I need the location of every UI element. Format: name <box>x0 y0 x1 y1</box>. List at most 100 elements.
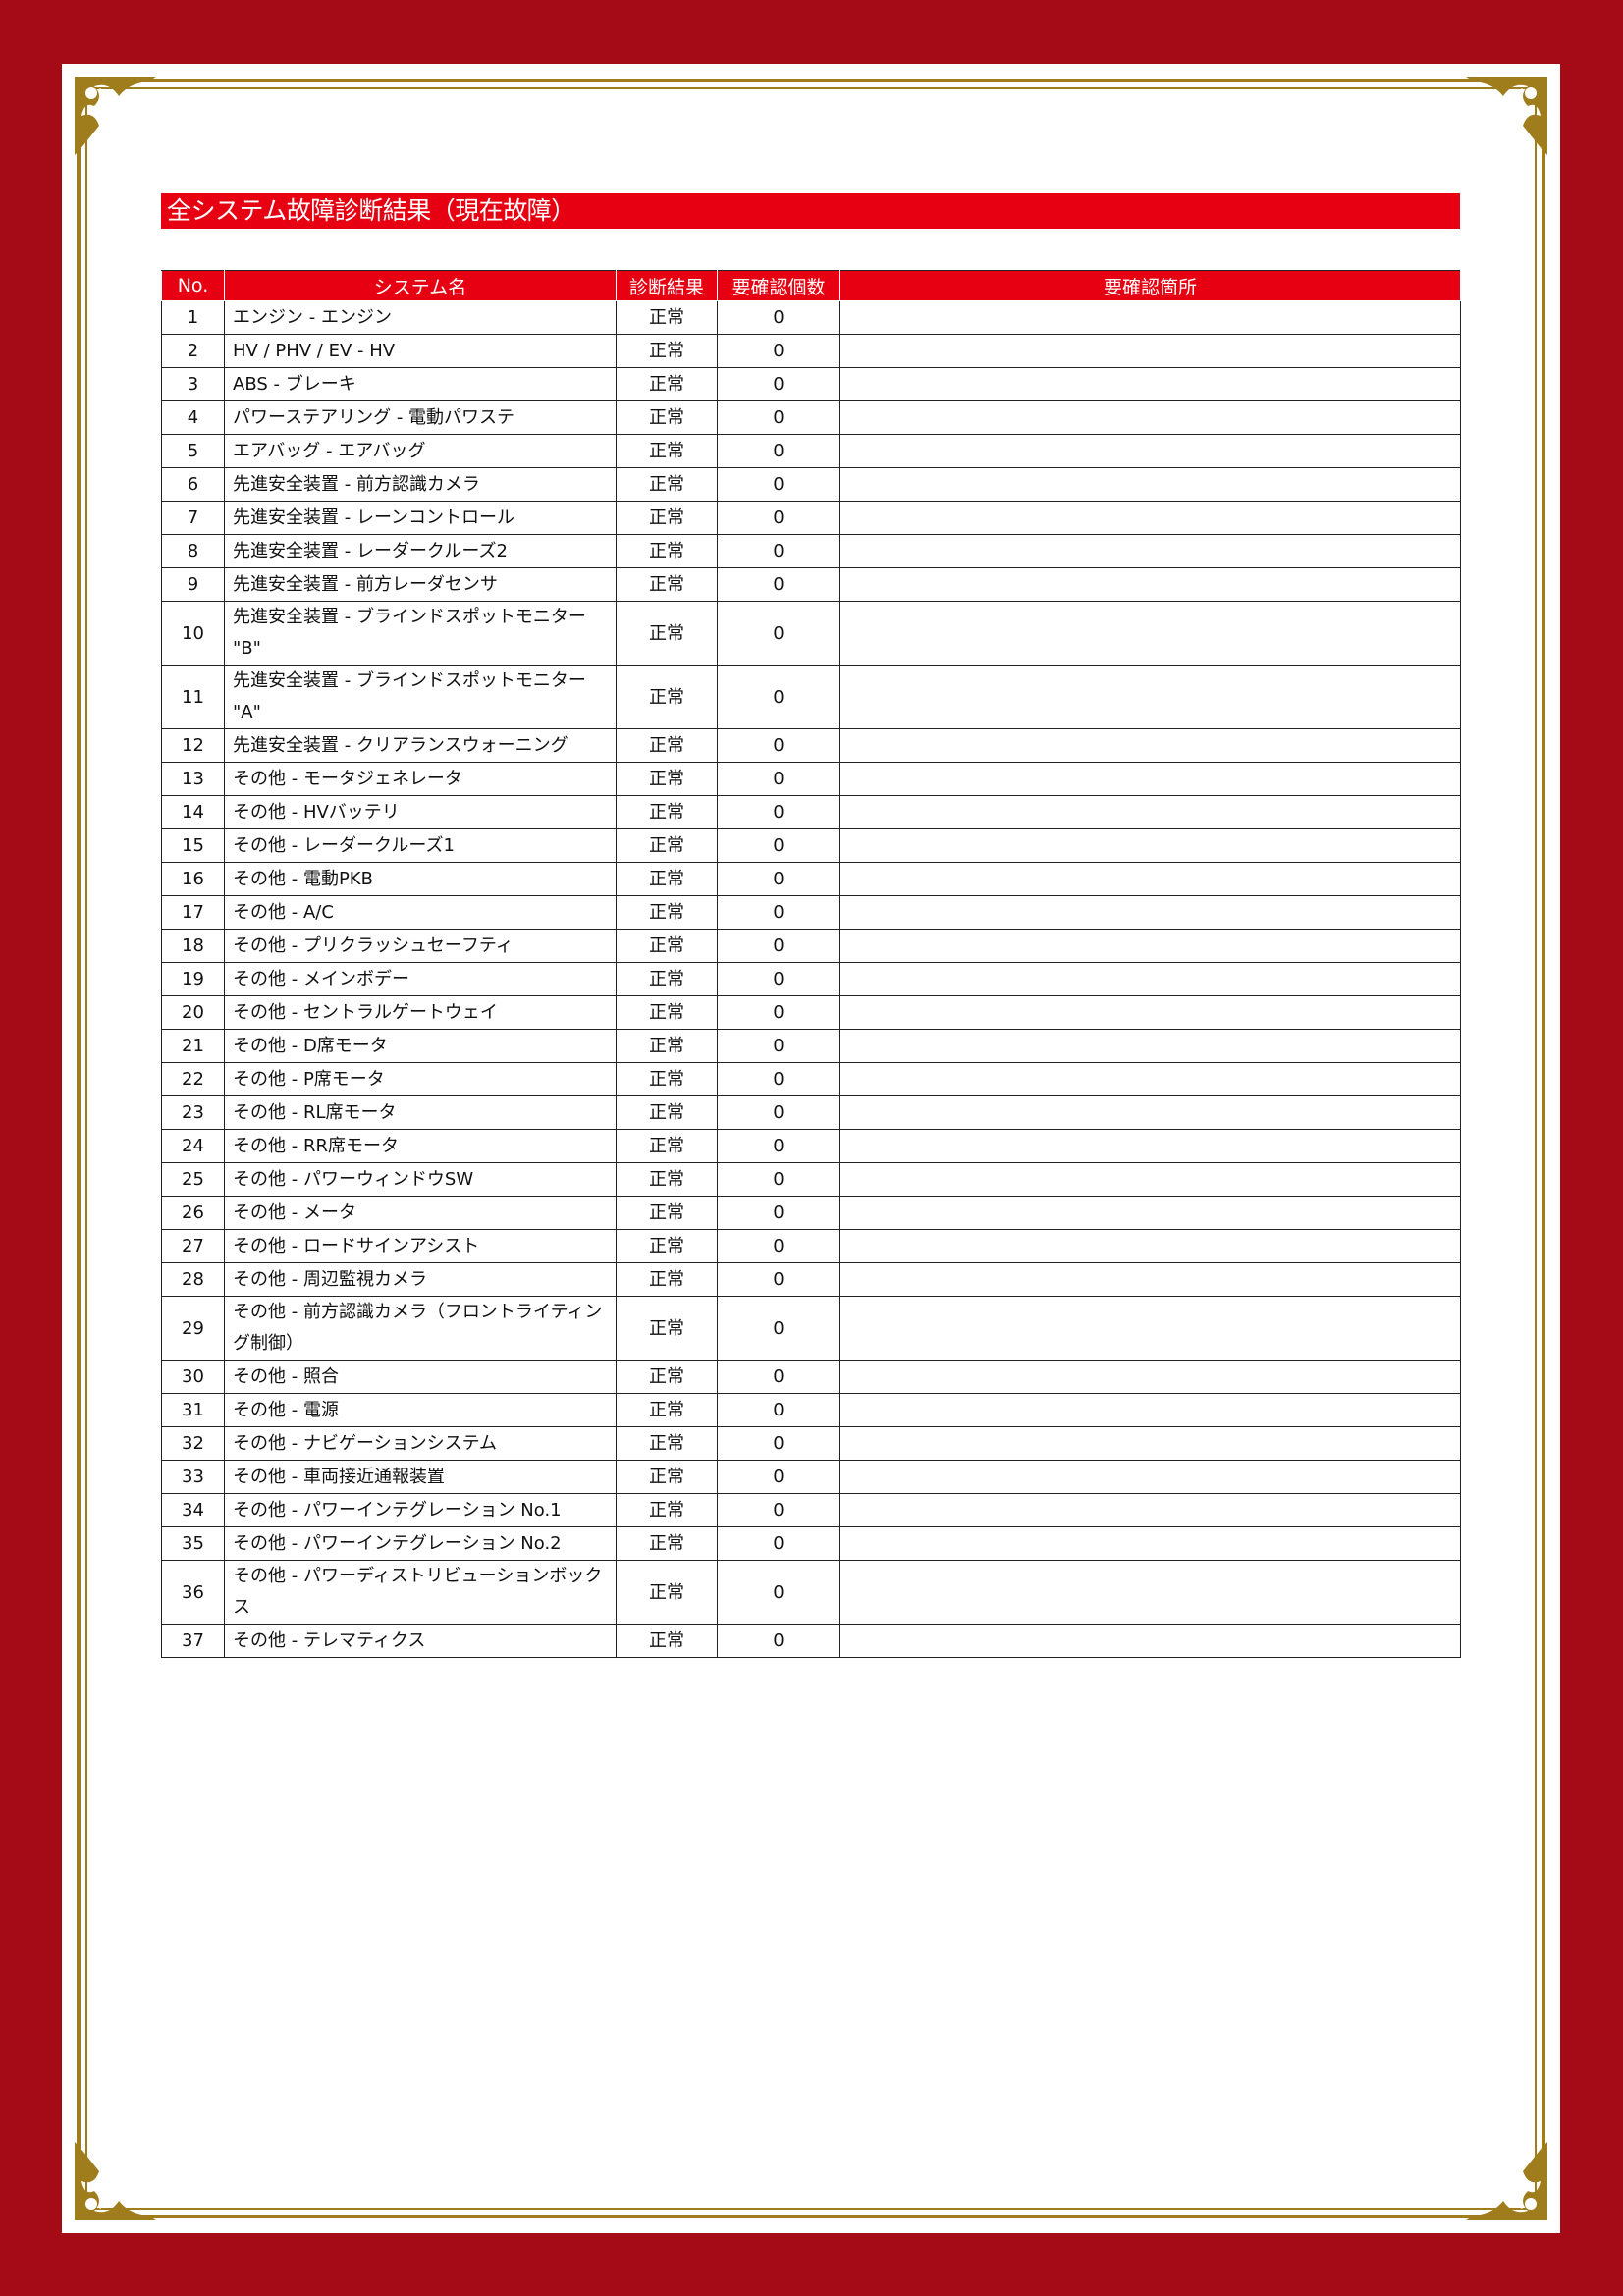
row-system-name: 先進安全装置 - ブラインドスポットモニター "B" <box>224 601 617 666</box>
row-count: 0 <box>717 929 840 963</box>
header-result: 診断結果 <box>616 270 718 301</box>
row-result: 正常 <box>616 367 718 401</box>
row-location <box>839 1196 1461 1230</box>
row-location <box>839 1460 1461 1494</box>
table-row: 36 その他 - パワーディストリビューションボックス 正常 0 <box>161 1560 1461 1625</box>
row-no: 13 <box>161 762 225 796</box>
row-no: 26 <box>161 1196 225 1230</box>
table-row: 35 その他 - パワーインテグレーション No.2 正常 0 <box>161 1526 1461 1561</box>
row-no: 14 <box>161 795 225 829</box>
row-count: 0 <box>717 962 840 996</box>
row-system-name: パワーステアリング - 電動パワステ <box>224 400 617 435</box>
row-result: 正常 <box>616 400 718 435</box>
row-count: 0 <box>717 601 840 666</box>
row-location <box>839 995 1461 1030</box>
row-system-name: その他 - パワーインテグレーション No.1 <box>224 1493 617 1527</box>
gold-frame-inner <box>85 87 1537 2210</box>
row-result: 正常 <box>616 1296 718 1361</box>
table-row: 29 その他 - 前方認識カメラ（フロントライティング制御） 正常 0 <box>161 1296 1461 1361</box>
row-system-name: 先進安全装置 - クリアランスウォーニング <box>224 728 617 763</box>
row-result: 正常 <box>616 1162 718 1197</box>
row-location <box>839 962 1461 996</box>
row-no: 20 <box>161 995 225 1030</box>
row-count: 0 <box>717 895 840 930</box>
row-result: 正常 <box>616 501 718 535</box>
row-location <box>839 728 1461 763</box>
table-row: 32 その他 - ナビゲーションシステム 正常 0 <box>161 1426 1461 1461</box>
table-row: 1 エンジン - エンジン 正常 0 <box>161 300 1461 335</box>
corner-ornament-icon <box>70 2137 158 2225</box>
row-system-name: 先進安全装置 - 前方レーダセンサ <box>224 567 617 602</box>
row-location <box>839 501 1461 535</box>
row-location <box>839 1162 1461 1197</box>
table-row: 14 その他 - HVバッテリ 正常 0 <box>161 795 1461 829</box>
row-count: 0 <box>717 1029 840 1063</box>
row-count: 0 <box>717 665 840 729</box>
row-result: 正常 <box>616 728 718 763</box>
row-count: 0 <box>717 1196 840 1230</box>
row-no: 18 <box>161 929 225 963</box>
row-count: 0 <box>717 1493 840 1527</box>
row-location <box>839 300 1461 335</box>
row-no: 3 <box>161 367 225 401</box>
row-result: 正常 <box>616 300 718 335</box>
row-location <box>839 1393 1461 1427</box>
table-row: 33 その他 - 車両接近通報装置 正常 0 <box>161 1460 1461 1494</box>
table-row: 37 その他 - テレマティクス 正常 0 <box>161 1624 1461 1658</box>
row-count: 0 <box>717 1460 840 1494</box>
row-location <box>839 762 1461 796</box>
table-row: 18 その他 - プリクラッシュセーフティ 正常 0 <box>161 929 1461 963</box>
row-count: 0 <box>717 1262 840 1297</box>
row-count: 0 <box>717 1296 840 1361</box>
row-result: 正常 <box>616 1526 718 1561</box>
row-location <box>839 1426 1461 1461</box>
table-row: 2 HV / PHV / EV - HV 正常 0 <box>161 334 1461 368</box>
diagnosis-table: No. システム名 診断結果 要確認個数 要確認箇所 1 エンジン - エンジン正… <box>161 270 1461 1658</box>
row-system-name: エンジン - エンジン <box>224 300 617 335</box>
row-location <box>839 1062 1461 1096</box>
row-location <box>839 1360 1461 1394</box>
row-result: 正常 <box>616 1029 718 1063</box>
table-row: 19 その他 - メインボデー 正常 0 <box>161 962 1461 996</box>
header-location: 要確認箇所 <box>839 270 1461 301</box>
row-count: 0 <box>717 1129 840 1163</box>
table-row: 26 その他 - メータ 正常 0 <box>161 1196 1461 1230</box>
row-system-name: 先進安全装置 - レーダークルーズ2 <box>224 534 617 568</box>
header-count: 要確認個数 <box>717 270 840 301</box>
corner-ornament-icon <box>1464 2137 1552 2225</box>
row-no: 1 <box>161 300 225 335</box>
row-no: 10 <box>161 601 225 666</box>
row-no: 36 <box>161 1560 225 1625</box>
row-system-name: その他 - 照合 <box>224 1360 617 1394</box>
table-row: 28 その他 - 周辺監視カメラ 正常 0 <box>161 1262 1461 1297</box>
table-row: 5 エアバッグ - エアバッグ 正常 0 <box>161 434 1461 468</box>
row-result: 正常 <box>616 828 718 863</box>
row-count: 0 <box>717 334 840 368</box>
row-no: 5 <box>161 434 225 468</box>
row-location <box>839 895 1461 930</box>
table-row: 30 その他 - 照合 正常 0 <box>161 1360 1461 1394</box>
row-location <box>839 1229 1461 1263</box>
row-system-name: その他 - テレマティクス <box>224 1624 617 1658</box>
row-system-name: その他 - 周辺監視カメラ <box>224 1262 617 1297</box>
row-system-name: その他 - パワーインテグレーション No.2 <box>224 1526 617 1561</box>
row-location <box>839 601 1461 666</box>
row-count: 0 <box>717 367 840 401</box>
table-row: 8 先進安全装置 - レーダークルーズ2 正常 0 <box>161 534 1461 568</box>
row-no: 4 <box>161 400 225 435</box>
row-location <box>839 400 1461 435</box>
row-no: 24 <box>161 1129 225 1163</box>
row-no: 17 <box>161 895 225 930</box>
table-row: 9 先進安全装置 - 前方レーダセンサ 正常 0 <box>161 567 1461 602</box>
row-result: 正常 <box>616 567 718 602</box>
table-row: 7 先進安全装置 - レーンコントロール 正常 0 <box>161 501 1461 535</box>
row-result: 正常 <box>616 1426 718 1461</box>
row-no: 27 <box>161 1229 225 1263</box>
row-system-name: その他 - 電源 <box>224 1393 617 1427</box>
row-system-name: その他 - HVバッテリ <box>224 795 617 829</box>
row-location <box>839 1624 1461 1658</box>
row-result: 正常 <box>616 1393 718 1427</box>
row-system-name: その他 - ナビゲーションシステム <box>224 1426 617 1461</box>
row-location <box>839 334 1461 368</box>
row-system-name: その他 - 車両接近通報装置 <box>224 1460 617 1494</box>
